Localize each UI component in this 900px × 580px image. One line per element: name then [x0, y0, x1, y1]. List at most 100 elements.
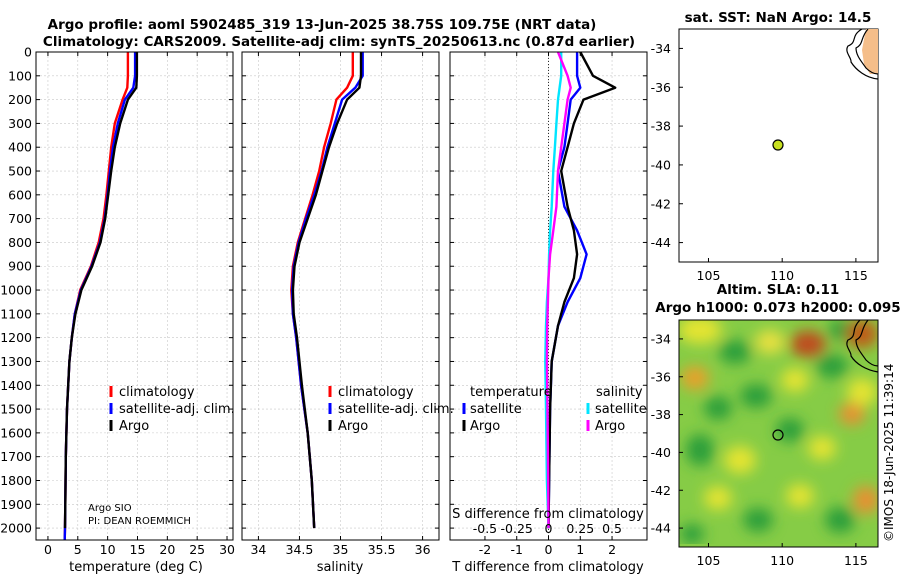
y-tick-label: 900: [8, 259, 32, 274]
map-y-tick-label: -36: [651, 369, 671, 384]
difference-xlabel: T difference from climatology: [451, 560, 644, 575]
x-tick-label: 0: [44, 542, 52, 557]
y-tick-label: 2000: [0, 521, 32, 536]
x-tick-label: 10: [100, 542, 116, 557]
temperature-legend: climatology satellite-adj. clim. Argo: [109, 385, 235, 434]
sla-blobs: [679, 320, 878, 544]
legend-label-t-satellite: satellite: [470, 402, 522, 417]
sla-blob: [808, 436, 836, 460]
title-line1: Argo profile: aoml 5902485_319 13-Jun-20…: [48, 17, 597, 33]
sla-blob: [781, 368, 809, 392]
sla-coastline-inner: [855, 319, 879, 367]
map-x-tick-label: 110: [770, 268, 794, 283]
map-y-tick-label: -38: [651, 407, 671, 422]
y-tick-label: 1200: [0, 330, 32, 345]
sla-map: Altim. SLA: 0.11 Argo h1000: 0.073 h2000…: [651, 282, 900, 568]
sla-blob: [816, 354, 848, 378]
x-tick-label: 20: [159, 542, 175, 557]
temperature-panel: 0 5 10 15 20 25 300100200300400500600700800900…: [0, 45, 235, 558]
sst-coastline-inner: [855, 28, 879, 75]
map-y-tick-label: -38: [651, 119, 671, 134]
salinity-panel: 34 34.5 35 35.5 36: [241, 51, 440, 557]
difference-legend: temperature salinity satellite Argo sate…: [462, 385, 647, 434]
map-y-tick-label: -44: [651, 521, 671, 536]
argo-pi: PI: DEAN ROEMMICH: [88, 516, 191, 527]
plot-frame: [35, 51, 234, 541]
y-tick-label: 800: [8, 235, 32, 250]
sla-blob: [679, 320, 722, 344]
y-tick-label: 1700: [0, 449, 32, 464]
map-x-tick-label: 105: [697, 553, 721, 568]
legend-label-climatology: climatology: [119, 385, 195, 400]
sla-argo-marker: [772, 429, 784, 441]
y-tick-label: 1800: [0, 473, 32, 488]
x-tick-label: 15: [130, 542, 146, 557]
sst-argo-marker: [772, 139, 784, 151]
legend-label-satellite: satellite-adj. clim.: [338, 402, 454, 417]
legend-label-t-argo: Argo: [470, 419, 500, 434]
argo-institution: Argo SIO: [88, 503, 132, 514]
x-tick-label: 2: [608, 542, 616, 557]
x-tick-label: 34.5: [286, 542, 314, 557]
sla-blob: [825, 507, 855, 533]
series-s-satellite: [544, 52, 563, 529]
y-tick-label: 600: [8, 187, 32, 202]
sla-blob: [786, 484, 814, 508]
map-y-tick-label: -40: [651, 157, 671, 172]
series-argo: [291, 52, 363, 529]
s-tick-label: 0.25: [566, 521, 594, 536]
sla-blob: [681, 366, 709, 390]
legend-title-temperature: temperature: [470, 385, 552, 400]
series-s-argo: [545, 51, 572, 529]
map-y-tick-label: -34: [651, 331, 671, 346]
sla-blob: [853, 486, 878, 514]
map-x-tick-label: 115: [844, 268, 868, 283]
salinity-legend: climatology satellite-adj. clim. Argo: [328, 385, 454, 434]
y-tick-label: 0: [24, 45, 32, 60]
sla-map-title2: Argo h1000: 0.073 h2000: 0.095: [655, 300, 900, 316]
map-y-tick-label: -42: [651, 196, 671, 211]
x-tick-label: 36: [415, 542, 431, 557]
x-tick-label: -2: [479, 542, 491, 557]
x-tick-label: 34: [250, 542, 266, 557]
y-tick-label: 100: [8, 68, 32, 83]
y-tick-label: 1000: [0, 283, 32, 298]
sla-blob: [686, 434, 714, 466]
s-tick-label: -0.5: [473, 521, 497, 536]
sla-blob: [790, 331, 826, 357]
series-t-argo: [547, 51, 617, 529]
y-tick-label: 300: [8, 116, 32, 131]
sla-blob: [704, 486, 732, 510]
x-tick-label: 35: [333, 542, 349, 557]
legend-label-s-argo: Argo: [595, 419, 625, 434]
sla-blob: [719, 340, 751, 364]
map-x-tick-label: 115: [844, 553, 868, 568]
y-tick-label: 200: [8, 92, 32, 107]
legend-label-climatology: climatology: [338, 385, 414, 400]
legend-label-argo: Argo: [338, 419, 368, 434]
y-tick-label: 1300: [0, 354, 32, 369]
sla-blob: [755, 330, 785, 354]
x-tick-label: 5: [74, 542, 82, 557]
sla-coastline: [846, 319, 879, 373]
salinity-xlabel: salinity: [317, 560, 364, 575]
sla-blob: [743, 508, 773, 532]
y-tick-label: 1100: [0, 306, 32, 321]
map-x-tick-label: 105: [697, 268, 721, 283]
sst-coastline: [846, 28, 879, 80]
x-tick-label: 25: [189, 542, 205, 557]
y-tick-label: 1900: [0, 497, 32, 512]
x-tick-label: -1: [510, 542, 522, 557]
x-tick-label: 35.5: [368, 542, 396, 557]
y-tick-label: 1600: [0, 425, 32, 440]
s-tick-label: -0.25: [501, 521, 533, 536]
x-tick-label: 30: [219, 542, 235, 557]
legend-title-salinity: salinity: [596, 385, 643, 400]
legend-label-s-satellite: satellite: [595, 402, 647, 417]
y-tick-label: 1400: [0, 378, 32, 393]
map-y-tick-label: -34: [651, 41, 671, 56]
watermark: ©IMOS 18-Jun-2025 11:39:14: [882, 364, 896, 542]
sst-land-patch: [862, 29, 878, 74]
sst-map: sat. SST: NaN Argo: 14.5 105 110 115 -34 -36…: [651, 10, 879, 283]
